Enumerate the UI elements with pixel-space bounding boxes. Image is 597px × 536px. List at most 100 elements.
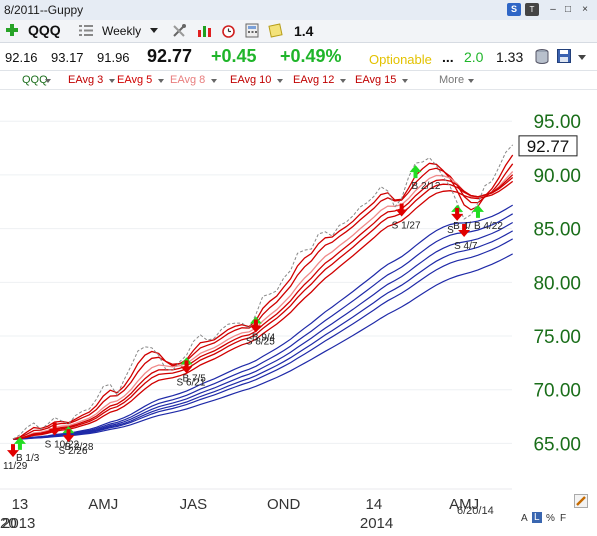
- scale-f-toggle[interactable]: F: [560, 513, 567, 524]
- y-tick-label: 95.00: [533, 112, 581, 133]
- quote-ellipsis: ...: [442, 49, 454, 65]
- legend-item-eavg-15[interactable]: EAvg 15: [355, 74, 397, 86]
- sell-signal-label: S 8/25: [246, 337, 275, 348]
- x-tick-label: AMJ: [449, 496, 479, 513]
- price-line: [12, 144, 514, 440]
- quote-high: 93.17: [51, 50, 84, 65]
- sell-signal-arrow: [395, 203, 408, 217]
- alarm-clock-icon[interactable]: [221, 23, 236, 38]
- sell-signal-arrow: [458, 223, 471, 237]
- y-axis: 65.00 70.00 75.00 80.00 85.00 90.00 95.00 92.77: [518, 112, 581, 455]
- scale-arithmetic-toggle[interactable]: A: [521, 513, 528, 524]
- x-tick-label: AMJ: [88, 496, 118, 513]
- ema-line-short: [12, 174, 514, 440]
- quote-bar: 92.16 93.17 91.96 92.77 +0.45 +0.49% Opt…: [0, 43, 597, 71]
- quote-value-3: 1.33: [496, 49, 524, 65]
- sell-signal-arrow: [48, 422, 61, 436]
- sell-signal-arrow: [249, 319, 262, 333]
- chevron-down-icon[interactable]: [44, 79, 51, 83]
- legend-item-eavg-5[interactable]: EAvg 5: [117, 74, 153, 86]
- x-tick-label: 13: [12, 496, 29, 513]
- buy-signal-label: B 1/3: [16, 453, 40, 464]
- x-partial-label: 20: [0, 515, 17, 532]
- s-button[interactable]: S: [507, 3, 521, 16]
- buy-signal-arrow: [13, 436, 26, 450]
- database-icon[interactable]: [535, 49, 549, 64]
- legend-item-qqq[interactable]: QQQ: [22, 74, 48, 86]
- date-label: 6/20/14: [457, 505, 494, 517]
- ema-line-short: [12, 163, 514, 440]
- zoom-value: 1.4: [294, 23, 314, 39]
- pencil-icon[interactable]: [574, 494, 588, 508]
- legend-item-eavg-12[interactable]: EAvg 12: [293, 74, 335, 86]
- chart-series: [12, 144, 514, 440]
- x-tick-label: 14: [366, 496, 383, 513]
- bar-chart-icon[interactable]: [197, 23, 212, 38]
- ema-line-short: [12, 177, 514, 440]
- window-title: 8/2011--Guppy: [4, 3, 84, 17]
- sell-signal-label: S 2/26: [59, 446, 88, 457]
- title-bar: 8/2011--Guppy S T – □ ×: [0, 0, 597, 21]
- optionable-label: Optionable: [369, 52, 432, 67]
- minimize-button[interactable]: –: [550, 4, 556, 15]
- y-tick-label: 80.00: [533, 273, 581, 294]
- quote-low: 91.96: [97, 50, 130, 65]
- restore-button[interactable]: □: [564, 4, 572, 15]
- tools-icon[interactable]: [172, 23, 187, 38]
- x-year-label: 2013: [2, 515, 35, 532]
- buy-signal-label: B 2/12: [412, 181, 441, 192]
- ema-line-short: [12, 171, 514, 440]
- chevron-down-icon[interactable]: [340, 79, 347, 83]
- y-tick-label: 75.00: [533, 327, 581, 348]
- x-year-label: 2014: [360, 515, 393, 532]
- scale-log-toggle[interactable]: L: [532, 512, 542, 523]
- scale-percent-toggle[interactable]: %: [546, 513, 555, 524]
- save-icon[interactable]: [557, 49, 571, 63]
- price-chart[interactable]: 11/29B 1/3 S 10/22B 2/28S 2/26 B 7/5S 6/21…: [0, 89, 597, 536]
- chevron-down-icon[interactable]: [402, 79, 409, 83]
- ema-line-long: [12, 230, 513, 440]
- chart-grid: [0, 120, 512, 444]
- indicator-legend: QQQ EAvg 3 EAvg 5 EAvg 8 EAvg 10 EAvg 12 EAvg …: [0, 71, 597, 90]
- ema-line-long: [12, 238, 513, 440]
- buy-signal-label: B 4/22: [474, 221, 503, 232]
- chevron-down-icon[interactable]: [211, 79, 218, 83]
- legend-item-more[interactable]: More: [439, 74, 465, 86]
- chevron-down-icon[interactable]: [467, 79, 474, 83]
- chevron-down-icon[interactable]: [578, 55, 586, 60]
- legend-item-eavg-10[interactable]: EAvg 10: [230, 74, 272, 86]
- ema-line-long: [12, 204, 514, 440]
- list-icon[interactable]: [79, 24, 93, 37]
- y-tick-label: 70.00: [533, 381, 581, 402]
- sell-signal-arrow: [180, 360, 193, 374]
- ema-line-long: [12, 253, 513, 440]
- legend-item-eavg-8[interactable]: EAvg 8: [170, 74, 206, 86]
- chevron-down-icon[interactable]: [158, 79, 165, 83]
- ema-line-long: [12, 213, 514, 440]
- close-button[interactable]: ×: [582, 4, 588, 15]
- chevron-down-icon[interactable]: [150, 28, 158, 33]
- y-tick-label: 90.00: [533, 166, 581, 187]
- sell-signal-label: S: [447, 225, 454, 236]
- sell-signal-arrow: [7, 444, 19, 458]
- chevron-down-icon[interactable]: [277, 79, 284, 83]
- chevron-down-icon[interactable]: [109, 79, 116, 83]
- buy-signal-label: B 9/4: [252, 333, 276, 344]
- calculator-icon[interactable]: [245, 23, 260, 38]
- add-plus-icon[interactable]: [5, 23, 19, 37]
- period-select[interactable]: Weekly: [102, 24, 142, 38]
- legend-item-eavg-3[interactable]: EAvg 3: [68, 74, 104, 86]
- ema-line-short: [12, 154, 514, 440]
- ema-line-long: [12, 221, 513, 440]
- quote-value-2: 2.0: [464, 49, 484, 65]
- symbol-input[interactable]: QQQ: [28, 22, 61, 38]
- quote-change-percent: +0.49%: [280, 46, 342, 66]
- t-button[interactable]: T: [525, 3, 539, 16]
- note-icon[interactable]: [268, 23, 283, 38]
- last-price-box: [518, 135, 578, 157]
- sell-signal-arrow: [451, 207, 464, 221]
- sell-signal-label: S 4/7: [454, 241, 478, 252]
- x-tick-label: OND: [267, 496, 301, 513]
- chart-signals: 11/29B 1/3 S 10/22B 2/28S 2/26 B 7/5S 6/21…: [3, 165, 503, 472]
